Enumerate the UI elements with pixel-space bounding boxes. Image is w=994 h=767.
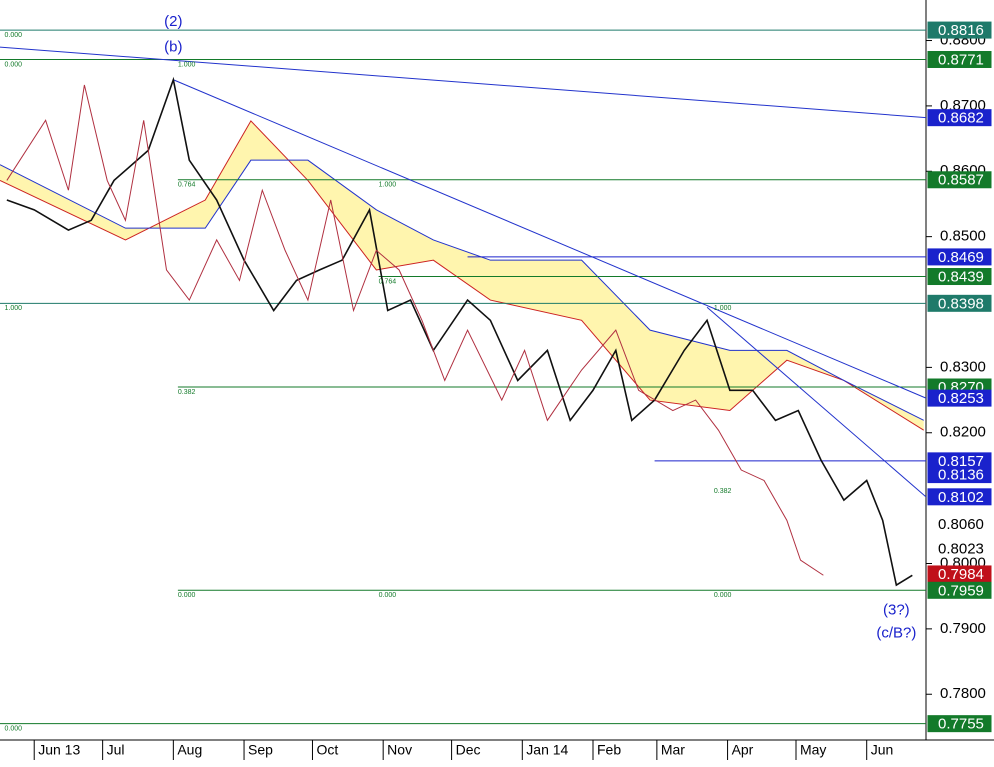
fib-label: 0.000 [714,592,732,599]
level-tag [927,268,992,286]
y-tick-label: 0.7900 [940,620,986,637]
fib-label: 0.000 [178,592,196,599]
cloud-span-b [0,159,924,421]
x-tick-label: Apr [732,742,754,758]
level-tag-label: 0.8771 [938,51,984,68]
level-tag-label: 0.7959 [938,582,984,599]
level-tag [927,389,992,407]
level-tag-label: 0.8060 [938,516,984,533]
x-tick-label: May [800,742,826,758]
fib-label: 1.000 [5,305,23,312]
level-tag-label: 0.8157 [938,453,984,470]
level-tag [927,715,992,733]
trendline [0,46,927,119]
y-tick-label: 0.8300 [940,358,986,375]
level-tag-label: 0.8816 [938,22,984,39]
level-tag [927,248,992,266]
level-tag [927,294,992,312]
y-tick-label: 0.8500 [940,228,986,245]
series-line [6,76,913,587]
level-tag-label: 0.8398 [938,295,984,312]
level-tag [927,109,992,127]
wave-label: (2) [164,13,182,30]
level-tag [927,466,992,484]
x-tick-label: Feb [597,742,621,758]
fib-label: 0.764 [178,182,196,189]
x-tick-label: Jun 13 [38,742,80,758]
series-line [6,84,824,576]
level-tag [927,50,992,68]
level-tag [927,581,992,599]
level-tag [927,488,992,506]
x-tick-label: Jun [871,742,894,758]
level-tag-label: 0.8253 [938,390,984,407]
trendline [173,79,927,399]
level-tag-label: 0.7984 [938,566,984,583]
x-tick-label: Dec [456,742,481,758]
level-tag-label: 0.8102 [938,489,984,506]
level-tag-label: 0.8469 [938,249,984,266]
fib-label: 0.382 [714,488,732,495]
fib-label: 0.382 [178,389,196,396]
x-tick-label: Oct [316,742,338,758]
ichimoku-cloud [0,120,924,431]
level-tag-label: 0.8439 [938,268,984,285]
level-tag-label: 0.7755 [938,716,984,733]
level-tag-label: 0.8587 [938,172,984,189]
wave-label: (c/B?) [876,624,916,641]
fib-label: 1.000 [178,61,196,68]
level-tag [927,539,992,557]
fib-label: 0.000 [5,32,23,39]
x-tick-label: Sep [248,742,273,758]
x-tick-label: Mar [661,742,685,758]
fib-label: 0.000 [5,61,23,68]
y-tick-label: 0.7800 [940,685,986,702]
x-tick-label: Aug [177,742,202,758]
level-tag [927,515,992,533]
level-tag-label: 0.8682 [938,110,984,127]
x-tick-label: Nov [387,742,412,758]
fib-label: 1.000 [714,305,732,312]
fib-label: 0.000 [379,592,397,599]
x-tick-label: Jul [107,742,125,758]
level-tag [927,21,992,39]
fib-label: 1.000 [379,182,397,189]
y-tick-label: 0.8200 [940,424,986,441]
fib-label: 0.000 [5,726,23,733]
x-tick-label: Jan 14 [526,742,568,758]
level-tag [927,171,992,189]
wave-label: (3?) [883,602,910,619]
level-tag-label: 0.8136 [938,467,984,484]
trendline [706,306,927,498]
level-tag-label: 0.8023 [938,540,984,557]
fib-label: 0.764 [379,278,397,285]
wave-label: (b) [164,39,182,56]
